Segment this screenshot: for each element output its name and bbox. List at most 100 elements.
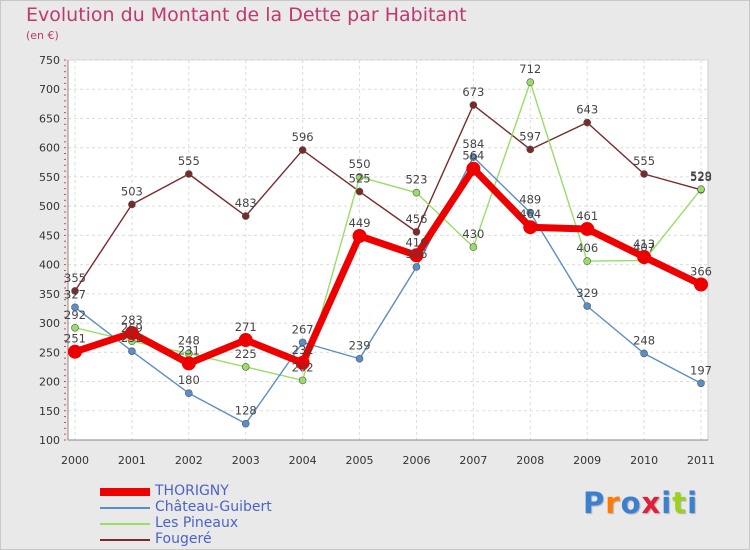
data-point-1 [128, 347, 136, 355]
data-point-1 [412, 263, 421, 271]
data-point-0 [466, 161, 481, 176]
data-point-0 [409, 248, 424, 263]
legend-swatch [100, 488, 150, 496]
data-label: 248 [178, 333, 200, 347]
data-point-1 [298, 338, 307, 347]
legend-label: THORIGNY [155, 483, 229, 499]
data-point-3 [241, 212, 250, 220]
data-label: 584 [462, 137, 484, 151]
data-label: 564 [462, 149, 484, 163]
data-label: 180 [178, 373, 200, 387]
y-tick-label: 750 [39, 54, 60, 67]
y-tick-label: 700 [39, 83, 60, 96]
data-label: 232 [292, 343, 314, 357]
data-label: 489 [519, 193, 541, 207]
data-label: 252 [121, 331, 143, 345]
data-point-1 [526, 208, 535, 217]
data-point-3 [298, 146, 307, 154]
data-point-1 [355, 354, 364, 363]
data-point-2 [355, 173, 364, 181]
data-label: 712 [519, 62, 541, 76]
y-tick-label: 300 [39, 317, 60, 330]
chart-title: Evolution du Montant de la Dette par Hab… [26, 4, 467, 26]
data-point-3 [128, 200, 136, 209]
data-label: 483 [235, 196, 257, 210]
x-tick-label: 2000 [61, 454, 89, 467]
data-label: 464 [519, 207, 541, 221]
data-point-0 [181, 356, 196, 371]
data-point-3 [583, 118, 591, 127]
data-label: 555 [178, 154, 200, 168]
data-label: 267 [292, 322, 314, 336]
data-label: 550 [349, 157, 371, 171]
data-label: 449 [349, 216, 371, 230]
legend-swatch [100, 523, 150, 525]
series-line-2 [74, 81, 702, 382]
data-label: 406 [576, 241, 598, 255]
data-point-3 [412, 228, 421, 236]
data-label: 292 [64, 308, 86, 322]
data-label: 329 [576, 286, 598, 300]
y-tick-label: 200 [39, 376, 60, 389]
data-point-0 [68, 344, 82, 359]
data-point-2 [412, 188, 421, 197]
data-label: 555 [633, 154, 655, 168]
y-tick-label: 500 [39, 200, 60, 213]
data-label: 413 [633, 237, 655, 251]
data-point-2 [583, 257, 591, 265]
data-label: 231 [178, 343, 200, 357]
logo-letter: x [641, 486, 662, 520]
data-label: 407 [633, 241, 655, 255]
legend-swatch [100, 539, 150, 541]
data-point-3 [526, 145, 535, 154]
y-tick-label: 600 [39, 142, 60, 155]
data-point-2 [526, 78, 535, 87]
y-tick-label: 100 [39, 434, 60, 447]
data-label: 523 [405, 173, 427, 187]
y-tick-label: 150 [39, 405, 60, 418]
series-line-0 [73, 165, 703, 367]
legend-label: Les Pineaux [155, 515, 239, 531]
data-label: 461 [576, 209, 598, 223]
chart-subtitle: (en €) [26, 29, 59, 42]
data-point-3 [185, 170, 193, 178]
x-tick-label: 2005 [346, 454, 374, 467]
data-point-2 [241, 363, 250, 371]
x-tick-label: 2004 [289, 454, 317, 467]
data-point-1 [241, 419, 250, 428]
y-tick-label: 350 [39, 288, 60, 301]
data-point-1 [697, 379, 705, 388]
data-point-0 [238, 333, 253, 348]
x-tick-label: 2001 [118, 454, 146, 467]
legend-item-1: Château-Guibert [100, 499, 360, 516]
data-point-0 [580, 221, 595, 236]
data-label: 251 [64, 332, 86, 346]
data-label: 225 [235, 347, 257, 361]
data-label: 596 [292, 130, 314, 144]
data-label: 269 [121, 321, 143, 335]
data-point-2 [469, 243, 478, 251]
data-label: 597 [519, 129, 541, 143]
data-point-1 [469, 153, 478, 161]
x-tick-label: 2002 [175, 454, 203, 467]
data-label: 271 [235, 320, 257, 334]
x-tick-label: 2011 [687, 454, 715, 467]
data-label: 283 [121, 313, 143, 327]
data-point-0 [523, 220, 538, 235]
data-point-1 [640, 349, 648, 358]
legend-label: Château-Guibert [155, 499, 272, 515]
data-label: 239 [349, 339, 371, 353]
data-point-3 [71, 287, 79, 295]
legend-item-3: Fougeré [100, 531, 360, 548]
data-label: 202 [292, 360, 314, 374]
legend-swatch [100, 507, 150, 509]
data-label: 396 [405, 247, 427, 261]
plot-area [67, 59, 709, 441]
y-tick-label: 450 [39, 229, 60, 242]
data-point-3 [355, 187, 364, 196]
data-label: 248 [633, 333, 655, 347]
data-label: 503 [121, 184, 143, 198]
data-point-2 [697, 185, 705, 193]
data-label: 430 [462, 227, 484, 241]
y-tick-label: 250 [39, 346, 60, 359]
